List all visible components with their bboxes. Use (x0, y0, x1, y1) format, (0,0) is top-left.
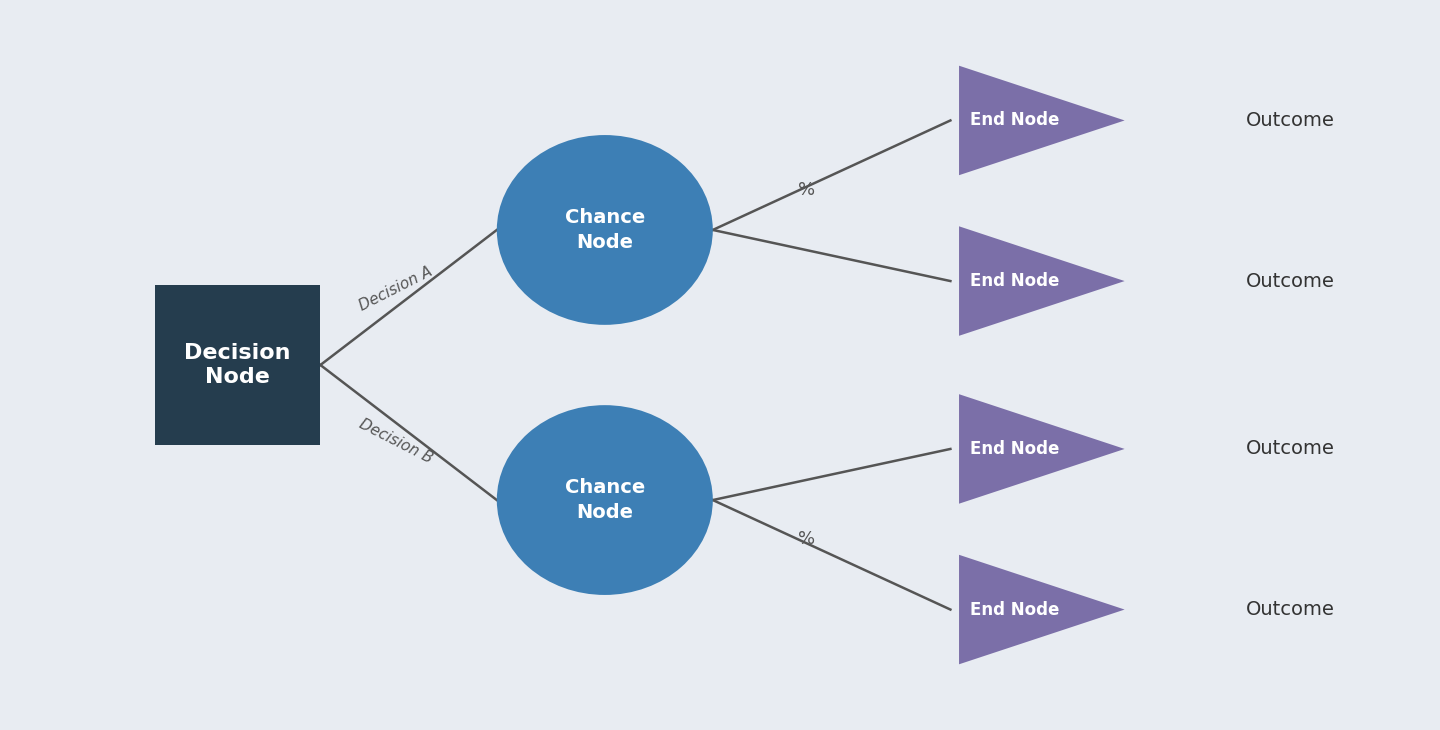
Polygon shape (959, 226, 1125, 336)
FancyBboxPatch shape (156, 285, 321, 445)
Ellipse shape (497, 405, 713, 595)
Text: Outcome: Outcome (1246, 272, 1335, 291)
Text: Decision B: Decision B (357, 417, 435, 466)
Text: %: % (798, 181, 815, 199)
Text: Decision
Node: Decision Node (184, 343, 291, 387)
Text: End Node: End Node (969, 272, 1058, 290)
Text: Chance
Node: Chance Node (564, 478, 645, 522)
Polygon shape (959, 394, 1125, 504)
Text: Outcome: Outcome (1246, 600, 1335, 619)
Text: %: % (798, 530, 815, 548)
Text: End Node: End Node (969, 601, 1058, 618)
Text: End Node: End Node (969, 440, 1058, 458)
Ellipse shape (497, 135, 713, 325)
Polygon shape (959, 66, 1125, 175)
Text: Outcome: Outcome (1246, 111, 1335, 130)
Polygon shape (959, 555, 1125, 664)
Text: Decision A: Decision A (357, 264, 435, 313)
Text: End Node: End Node (969, 112, 1058, 129)
Text: Outcome: Outcome (1246, 439, 1335, 458)
Text: Chance
Node: Chance Node (564, 208, 645, 252)
